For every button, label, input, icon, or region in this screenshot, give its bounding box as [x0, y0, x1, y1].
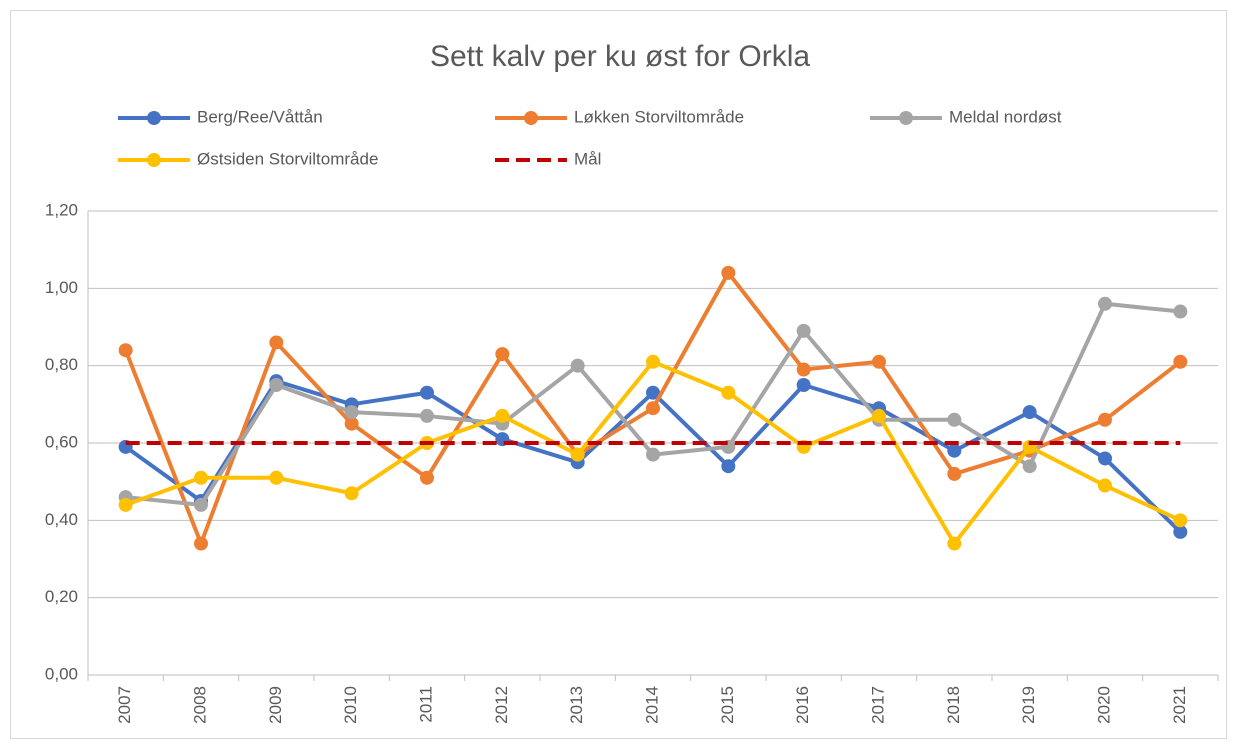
- series-marker: [420, 408, 434, 423]
- series-marker: [118, 497, 133, 512]
- x-tick-label: 2018: [944, 686, 963, 724]
- series-marker: [1173, 513, 1188, 528]
- x-tick-label: 2008: [190, 686, 209, 724]
- series-marker: [646, 401, 660, 416]
- series-marker: [194, 536, 208, 551]
- x-tick-label: 2010: [341, 686, 360, 724]
- series-marker: [1098, 412, 1112, 427]
- series-marker: [1098, 478, 1112, 493]
- series-marker: [495, 347, 510, 362]
- legend-marker: [147, 111, 161, 125]
- series-marker: [872, 408, 886, 423]
- legend-marker: [899, 111, 913, 125]
- chart-title: Sett kalv per ku øst for Orkla: [430, 40, 810, 73]
- series-marker: [194, 470, 208, 485]
- x-tick-label: 2007: [115, 686, 134, 724]
- series-marker: [344, 405, 359, 420]
- series-marker: [344, 486, 359, 501]
- series-marker: [796, 323, 811, 338]
- series-marker: [570, 358, 585, 373]
- series-marker: [1098, 296, 1112, 311]
- series-marker: [118, 343, 133, 358]
- series-marker: [947, 443, 962, 458]
- series-marker: [269, 470, 284, 485]
- legend-label: Meldal nordøst: [949, 107, 1062, 126]
- series-marker: [646, 385, 660, 400]
- legend-label: Østsiden Storviltområde: [197, 149, 378, 168]
- series-marker: [796, 362, 811, 377]
- legend-marker: [147, 153, 161, 167]
- legend-label: Mål: [574, 149, 601, 168]
- x-tick-label: 2015: [718, 686, 737, 724]
- x-tick-label: 2017: [868, 686, 887, 724]
- x-tick-label: 2021: [1170, 686, 1189, 724]
- y-tick-label: 0,60: [45, 432, 78, 451]
- x-tick-label: 2014: [642, 686, 661, 724]
- x-tick-label: 2012: [492, 686, 511, 724]
- series-marker: [1022, 405, 1037, 420]
- series-marker: [269, 378, 284, 392]
- series-marker: [420, 470, 434, 485]
- y-tick-label: 0,40: [45, 510, 78, 529]
- series-marker: [721, 265, 736, 280]
- x-tick-label: 2013: [567, 686, 586, 724]
- legend-label: Løkken Storviltområde: [574, 107, 744, 126]
- series-marker: [420, 385, 434, 400]
- x-tick-label: 2020: [1094, 686, 1113, 724]
- series-marker: [495, 408, 510, 423]
- x-tick-label: 2011: [416, 686, 435, 723]
- series-marker: [194, 497, 208, 512]
- chart-border: [10, 10, 1227, 739]
- y-tick-label: 1,20: [45, 200, 78, 219]
- series-marker: [570, 447, 585, 462]
- legend-label: Berg/Ree/Våttån: [197, 107, 323, 126]
- x-tick-label: 2019: [1019, 686, 1038, 724]
- y-tick-label: 0,80: [45, 355, 78, 374]
- series-marker: [1173, 304, 1188, 319]
- series-marker: [1098, 451, 1112, 466]
- series-marker: [947, 412, 962, 427]
- x-tick-label: 2016: [793, 686, 812, 724]
- y-tick-label: 0,00: [45, 664, 78, 683]
- series-marker: [1173, 354, 1188, 369]
- series-marker: [344, 416, 359, 431]
- series-marker: [947, 466, 962, 481]
- series-marker: [646, 354, 660, 369]
- series-marker: [872, 354, 886, 369]
- y-tick-label: 0,20: [45, 587, 78, 606]
- y-tick-label: 1,00: [45, 278, 78, 297]
- series-marker: [646, 447, 660, 462]
- x-tick-label: 2009: [266, 686, 285, 724]
- series-marker: [721, 459, 736, 474]
- series-marker: [269, 335, 284, 350]
- series-marker: [721, 385, 736, 400]
- series-marker: [1022, 459, 1037, 474]
- series-marker: [1173, 524, 1188, 539]
- series-marker: [796, 378, 811, 392]
- legend-marker: [524, 111, 538, 125]
- series-marker: [947, 536, 962, 551]
